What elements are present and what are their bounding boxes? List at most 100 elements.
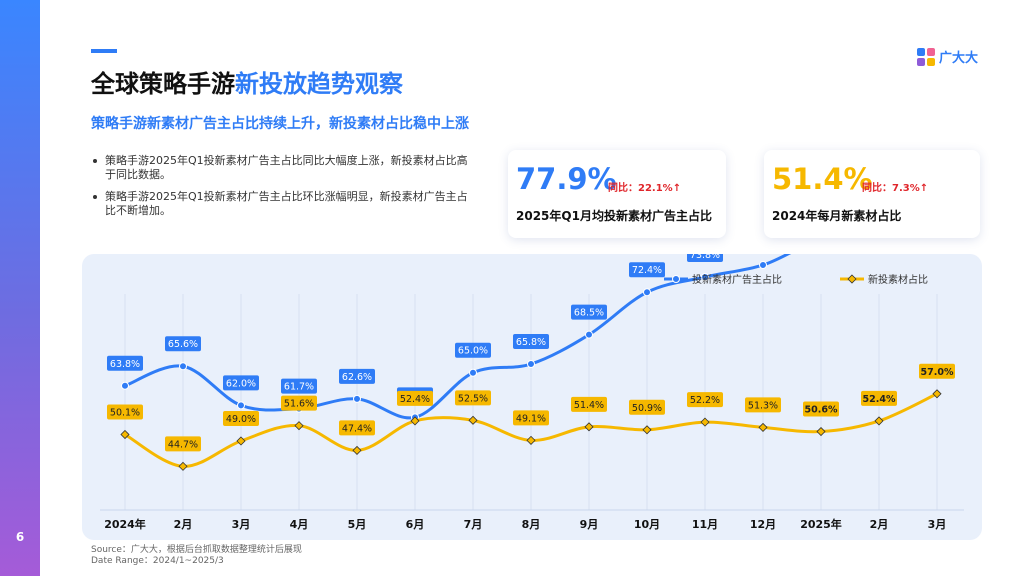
data-label: 72.4%: [632, 265, 662, 276]
data-point: [527, 360, 535, 369]
data-point: [759, 261, 767, 270]
data-label: 50.6%: [805, 405, 838, 416]
data-point: [468, 415, 478, 425]
data-label-box: [919, 363, 955, 379]
data-point: [816, 426, 826, 437]
source-note: Source：广大大，根据后台抓取数据整理统计后展现: [91, 545, 302, 555]
data-point: [121, 381, 129, 390]
brand-logo: 广大大: [917, 47, 978, 66]
data-point: [701, 273, 709, 281]
data-point: [294, 421, 304, 431]
data-label-box: [803, 401, 839, 417]
chart-panel: [82, 254, 982, 540]
kpi-description: 2025年Q1月均投新素材广告主占比: [516, 209, 712, 223]
data-point: [758, 422, 768, 432]
data-point: [584, 422, 594, 432]
legend-label: 投新素材广告主占比: [692, 273, 782, 286]
data-label-box: [107, 404, 143, 420]
data-label-box: [687, 254, 723, 262]
bullet-item: 策略手游2025年Q1投新素材广告主占比同比大幅度上涨，新投素材占比高于同比数据…: [91, 154, 471, 182]
data-point: [643, 288, 651, 297]
data-label-box: [571, 396, 607, 412]
x-tick-label: 9月: [580, 518, 599, 531]
logo-text: 广大大: [939, 51, 979, 66]
x-tick-label: 2月: [870, 518, 889, 531]
data-label-box: [745, 397, 781, 413]
data-label: 50.9%: [632, 403, 662, 414]
data-label: 49.1%: [516, 413, 546, 424]
data-point: [353, 394, 361, 403]
data-label: 68.5%: [574, 308, 604, 319]
side-gradient-strip: [0, 0, 40, 576]
data-label: 52.4%: [863, 394, 896, 405]
data-point: [700, 417, 710, 427]
data-label: 44.7%: [168, 439, 198, 450]
data-point: [932, 389, 942, 399]
title-accent-bar: [91, 49, 117, 53]
data-label: 61.7%: [284, 382, 314, 393]
data-point: [642, 425, 652, 435]
data-label-box: [339, 368, 375, 384]
data-point: [179, 362, 187, 371]
data-label-box: [165, 436, 201, 452]
data-label-box: [455, 390, 491, 406]
x-tick-label: 3月: [928, 518, 947, 531]
kpi-description: 2024年每月新素材占比: [772, 209, 902, 223]
data-label: 52.4%: [400, 394, 430, 405]
data-label-box: [281, 395, 317, 411]
data-label: 63.8%: [110, 359, 140, 370]
x-tick-label: 2024年: [104, 517, 146, 531]
data-label-box: [339, 420, 375, 436]
legend-marker: [847, 274, 857, 284]
x-tick-label: 3月: [232, 518, 251, 531]
kpi-value: 77.9%: [516, 162, 617, 196]
data-point: [236, 436, 246, 446]
x-tick-label: 5月: [348, 518, 367, 531]
page-title: 全球策略手游新投放趋势观察: [91, 64, 403, 99]
data-label-box: [513, 334, 549, 350]
data-label-box: [629, 399, 665, 415]
logo-icon: [917, 47, 935, 66]
kpi-yoy: 同比：22.1%↑: [608, 183, 682, 194]
data-point: [120, 429, 130, 440]
legend-label: 新投素材占比: [868, 273, 928, 286]
data-label-box: [397, 390, 433, 406]
x-tick-label: 10月: [634, 518, 660, 531]
data-point: [410, 416, 420, 426]
data-label-box: [687, 392, 723, 408]
kpi-value: 51.4%: [772, 162, 873, 196]
data-label-box: [571, 304, 607, 320]
data-label: 65.8%: [516, 337, 546, 348]
x-tick-label: 4月: [290, 518, 309, 531]
x-tick-label: 8月: [522, 518, 541, 531]
data-point: [352, 445, 362, 455]
x-tick-label: 2月: [174, 518, 193, 531]
data-label: 73.8%: [690, 254, 720, 261]
kpi-card-new-creative-share: 51.4% 同比：7.3%↑ 2024年每月新素材占比: [764, 150, 980, 238]
legend-marker: [672, 275, 680, 283]
title-accent: 新投放趋势观察: [235, 70, 403, 98]
data-label-box: [223, 410, 259, 426]
data-label: 47.4%: [342, 423, 372, 434]
data-label: 50.1%: [110, 408, 140, 419]
data-label-box: [861, 390, 897, 406]
data-point: [585, 330, 593, 339]
data-label-box: [281, 378, 317, 394]
x-tick-label: 12月: [750, 518, 776, 531]
page-number: 6: [15, 530, 25, 544]
data-point: [237, 401, 245, 410]
bullet-list: 策略手游2025年Q1投新素材广告主占比同比大幅度上涨，新投素材占比高于同比数据…: [91, 154, 471, 226]
data-label-box: [223, 375, 259, 391]
data-point: [874, 416, 884, 426]
kpi-yoy: 同比：7.3%↑: [862, 183, 929, 194]
x-tick-label: 11月: [692, 518, 718, 531]
data-label-box: [455, 342, 491, 358]
data-label: 65.6%: [168, 339, 198, 350]
data-label-box: [165, 336, 201, 352]
bullet-item: 策略手游2025年Q1投新素材广告主占比环比涨幅明显，新投素材广告主占比不断增加…: [91, 190, 471, 218]
kpi-card-advertiser-share: 77.9% 同比：22.1%↑ 2025年Q1月均投新素材广告主占比: [508, 150, 726, 238]
data-label: 57.0%: [921, 367, 954, 378]
data-label: 62.6%: [342, 372, 372, 383]
data-label: 51.3%: [748, 400, 778, 411]
